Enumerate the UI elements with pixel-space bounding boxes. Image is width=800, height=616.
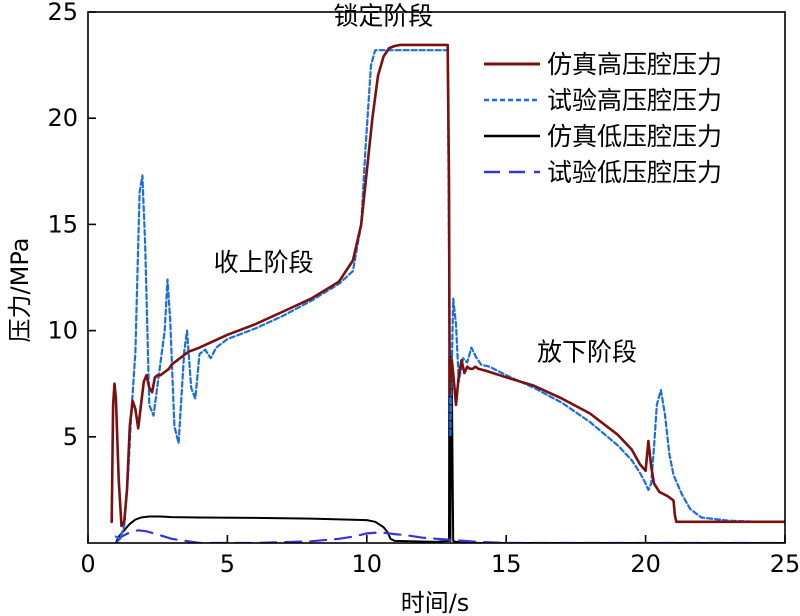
x-tick-label: 10 bbox=[352, 550, 383, 578]
y-tick-label: 25 bbox=[47, 0, 78, 26]
series-line-1 bbox=[110, 43, 785, 528]
series-line-4 bbox=[114, 529, 785, 543]
legend-label: 试验低压腔压力 bbox=[547, 158, 722, 187]
y-tick-label: 20 bbox=[47, 104, 78, 132]
series-line-3 bbox=[114, 350, 785, 543]
x-tick-label: 15 bbox=[491, 550, 522, 578]
axis-ticks: 0 5 10 15 20 25 5 10 15 20 25 bbox=[47, 0, 800, 578]
y-axis-label: 压力/MPa bbox=[6, 238, 34, 343]
legend-label: 仿真低压腔压力 bbox=[547, 122, 722, 151]
plot-frame bbox=[87, 11, 786, 544]
series-line-2 bbox=[114, 49, 785, 540]
plot-border bbox=[87, 11, 786, 544]
y-tick-label: 10 bbox=[47, 317, 78, 345]
x-axis-label: 时间/s bbox=[401, 589, 470, 616]
y-tick-label: 15 bbox=[47, 210, 78, 238]
x-tick-label: 5 bbox=[220, 550, 235, 578]
y-tick-label: 5 bbox=[63, 423, 78, 451]
x-tick-label: 0 bbox=[80, 550, 95, 578]
stage-annotation: 放下阶段 bbox=[537, 337, 637, 366]
stage-annotation: 锁定阶段 bbox=[334, 2, 434, 31]
legend-label: 仿真高压腔压力 bbox=[547, 50, 722, 79]
legend-label: 试验高压腔压力 bbox=[547, 86, 722, 115]
stage-annotation: 收上阶段 bbox=[214, 248, 314, 277]
series-layer bbox=[110, 43, 785, 543]
x-tick-label: 20 bbox=[630, 550, 661, 578]
x-tick-label: 25 bbox=[770, 550, 800, 578]
